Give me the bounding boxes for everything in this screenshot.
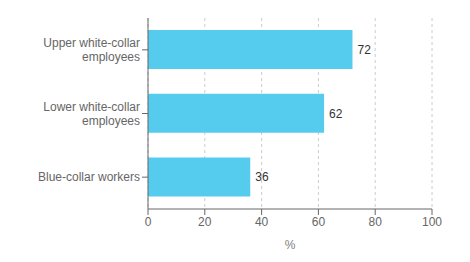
svg-text:20: 20	[198, 215, 212, 229]
svg-text:60: 60	[312, 215, 326, 229]
svg-text:0: 0	[145, 215, 152, 229]
svg-text:72: 72	[357, 43, 371, 57]
svg-text:%: %	[285, 238, 296, 252]
svg-text:36: 36	[255, 170, 269, 184]
svg-text:Upper white-collaremployees: Upper white-collaremployees	[43, 36, 140, 64]
svg-text:62: 62	[329, 107, 343, 121]
svg-text:80: 80	[369, 215, 383, 229]
svg-text:Lower white-collaremployees: Lower white-collaremployees	[43, 100, 140, 128]
svg-text:100: 100	[422, 215, 442, 229]
svg-text:Blue-collar workers: Blue-collar workers	[38, 170, 140, 184]
svg-text:40: 40	[255, 215, 269, 229]
